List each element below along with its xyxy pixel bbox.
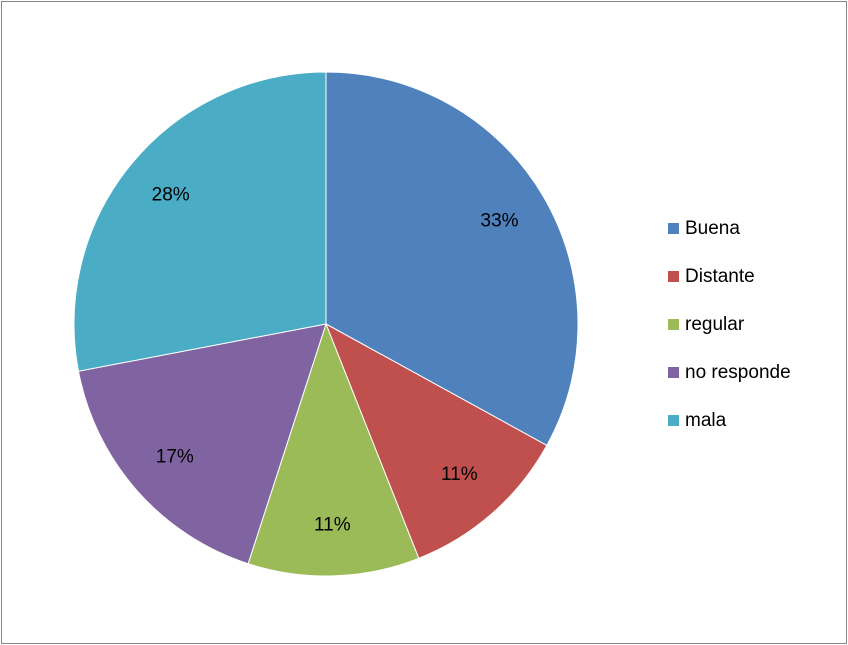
data-label: 11% (441, 464, 478, 485)
legend-label: no responde (685, 362, 791, 383)
pie-slice (73, 71, 327, 372)
legend-swatch (668, 271, 679, 282)
pie-slice (325, 71, 579, 447)
legend-label: mala (685, 410, 727, 431)
data-label: 33% (481, 210, 519, 231)
legend-label: Distante (685, 266, 755, 287)
legend-swatch (668, 367, 679, 378)
data-label: 11% (314, 515, 351, 536)
legend-swatch (668, 223, 679, 234)
data-label: 28% (152, 185, 190, 206)
legend-label: Buena (685, 218, 740, 239)
pie-slice (247, 322, 420, 577)
legend-label: regular (685, 314, 745, 335)
pie-slice (77, 323, 327, 565)
legend-swatch (668, 319, 679, 330)
legend-swatch (668, 415, 679, 426)
data-label: 17% (156, 446, 194, 467)
pie-slice (325, 322, 548, 559)
